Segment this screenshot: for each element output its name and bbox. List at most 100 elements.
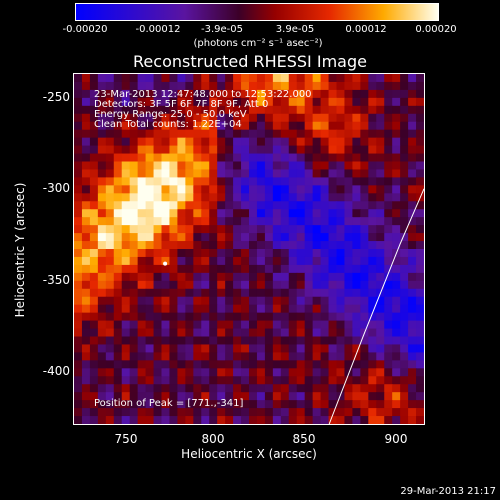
heatmap-cell xyxy=(217,129,226,139)
heatmap-cell xyxy=(376,193,385,202)
heatmap-cell xyxy=(408,320,417,330)
heatmap-cell xyxy=(201,89,210,99)
heatmap-cell xyxy=(296,97,306,107)
heatmap-cell xyxy=(336,264,346,274)
heatmap-cell xyxy=(201,256,210,266)
annotation-peak-position: Position of Peak = [771.,-341] xyxy=(94,398,244,409)
heatmap-cell xyxy=(81,384,91,393)
heatmap-cell xyxy=(145,272,155,282)
heatmap-cell xyxy=(376,185,385,194)
heatmap-cell xyxy=(137,400,147,409)
heatmap-cell xyxy=(225,193,234,202)
heatmap-cell xyxy=(193,384,202,393)
heatmap-cell xyxy=(304,225,314,234)
heatmap-cell xyxy=(241,312,250,322)
heatmap-cell xyxy=(344,384,353,393)
heatmap-cell xyxy=(408,233,417,242)
heatmap-cell xyxy=(249,177,258,186)
heatmap-cell xyxy=(177,376,186,385)
heatmap-cell xyxy=(89,201,99,210)
heatmap-cell xyxy=(113,392,123,401)
heatmap-cell xyxy=(97,233,107,242)
heatmap-cell xyxy=(264,392,274,401)
heatmap-cell xyxy=(304,193,314,202)
heatmap-cell xyxy=(89,137,99,147)
heatmap-cell xyxy=(384,105,393,115)
heatmap-cell xyxy=(193,209,202,218)
heatmap-cell xyxy=(217,217,226,226)
heatmap-cell xyxy=(217,352,226,361)
heatmap-cell xyxy=(169,129,178,139)
heatmap-cell xyxy=(145,280,155,290)
heatmap-cell xyxy=(225,74,234,83)
heatmap-cell xyxy=(400,193,409,202)
heatmap-cell xyxy=(201,74,210,83)
heatmap-cell xyxy=(145,312,155,322)
heatmap-cell xyxy=(105,304,115,314)
heatmap-cell xyxy=(129,74,139,83)
heatmap-cell xyxy=(400,105,409,115)
heatmap-cell xyxy=(113,201,123,210)
heatmap-cell xyxy=(145,352,155,361)
heatmap-cell xyxy=(137,233,147,242)
heatmap-cell xyxy=(416,344,424,353)
heatmap-cell xyxy=(74,264,83,274)
heatmap-cell xyxy=(233,153,242,163)
heatmap-cell xyxy=(256,161,266,171)
heatmap-cell xyxy=(74,185,83,194)
heatmap-cell xyxy=(74,169,83,178)
heatmap-cell xyxy=(312,328,322,338)
heatmap-cell xyxy=(416,241,424,250)
heatmap-cell xyxy=(320,368,330,377)
heatmap-cell xyxy=(89,336,99,346)
heatmap-cell xyxy=(113,97,123,107)
heatmap-cell xyxy=(296,129,306,139)
heatmap-cell xyxy=(217,81,226,91)
heatmap-cell xyxy=(304,352,314,361)
heatmap-cell xyxy=(264,280,274,290)
heatmap-cell xyxy=(328,105,338,115)
heatmap-cell xyxy=(280,416,290,424)
heatmap-cell xyxy=(145,97,155,107)
heatmap-cell xyxy=(81,185,91,194)
heatmap-cell xyxy=(344,320,353,330)
heatmap-cell xyxy=(169,233,178,242)
heatmap-cell xyxy=(360,137,369,147)
heatmap-cell xyxy=(280,209,290,218)
heatmap-cell xyxy=(384,296,393,306)
heatmap-cell xyxy=(272,280,282,290)
heatmap-cell xyxy=(249,161,258,171)
heatmap-cell xyxy=(336,97,346,107)
heatmap-cell xyxy=(328,352,338,361)
heatmap-cell xyxy=(113,360,123,369)
heatmap-cell xyxy=(153,416,163,424)
heatmap-cell xyxy=(97,304,107,314)
heatmap-cell xyxy=(233,105,242,115)
heatmap-cell xyxy=(209,344,218,353)
heatmap-cell xyxy=(145,169,155,178)
heatmap-cell xyxy=(74,392,83,401)
heatmap-cell xyxy=(177,416,186,424)
heatmap-cell xyxy=(153,360,163,369)
heatmap-cell xyxy=(225,161,234,171)
heatmap-cell xyxy=(384,352,393,361)
heatmap-cell xyxy=(400,304,409,314)
heatmap-cell xyxy=(280,344,290,353)
heatmap-cell xyxy=(352,105,361,115)
heatmap-cell xyxy=(217,209,226,218)
heatmap-cell xyxy=(320,376,330,385)
heatmap-cell xyxy=(161,384,171,393)
heatmap-cell xyxy=(241,408,250,417)
heatmap-cell xyxy=(89,344,99,353)
heatmap-cell xyxy=(312,169,322,178)
heatmap-cell xyxy=(74,97,83,107)
heatmap-cell xyxy=(280,360,290,369)
heatmap-cell xyxy=(81,312,91,322)
heatmap-cell xyxy=(416,328,424,338)
heatmap-cell xyxy=(256,328,266,338)
heatmap-cell xyxy=(169,137,178,147)
heatmap-cell xyxy=(280,89,290,99)
heatmap-cell xyxy=(352,352,361,361)
heatmap-cell xyxy=(280,185,290,194)
heatmap-cell xyxy=(280,296,290,306)
